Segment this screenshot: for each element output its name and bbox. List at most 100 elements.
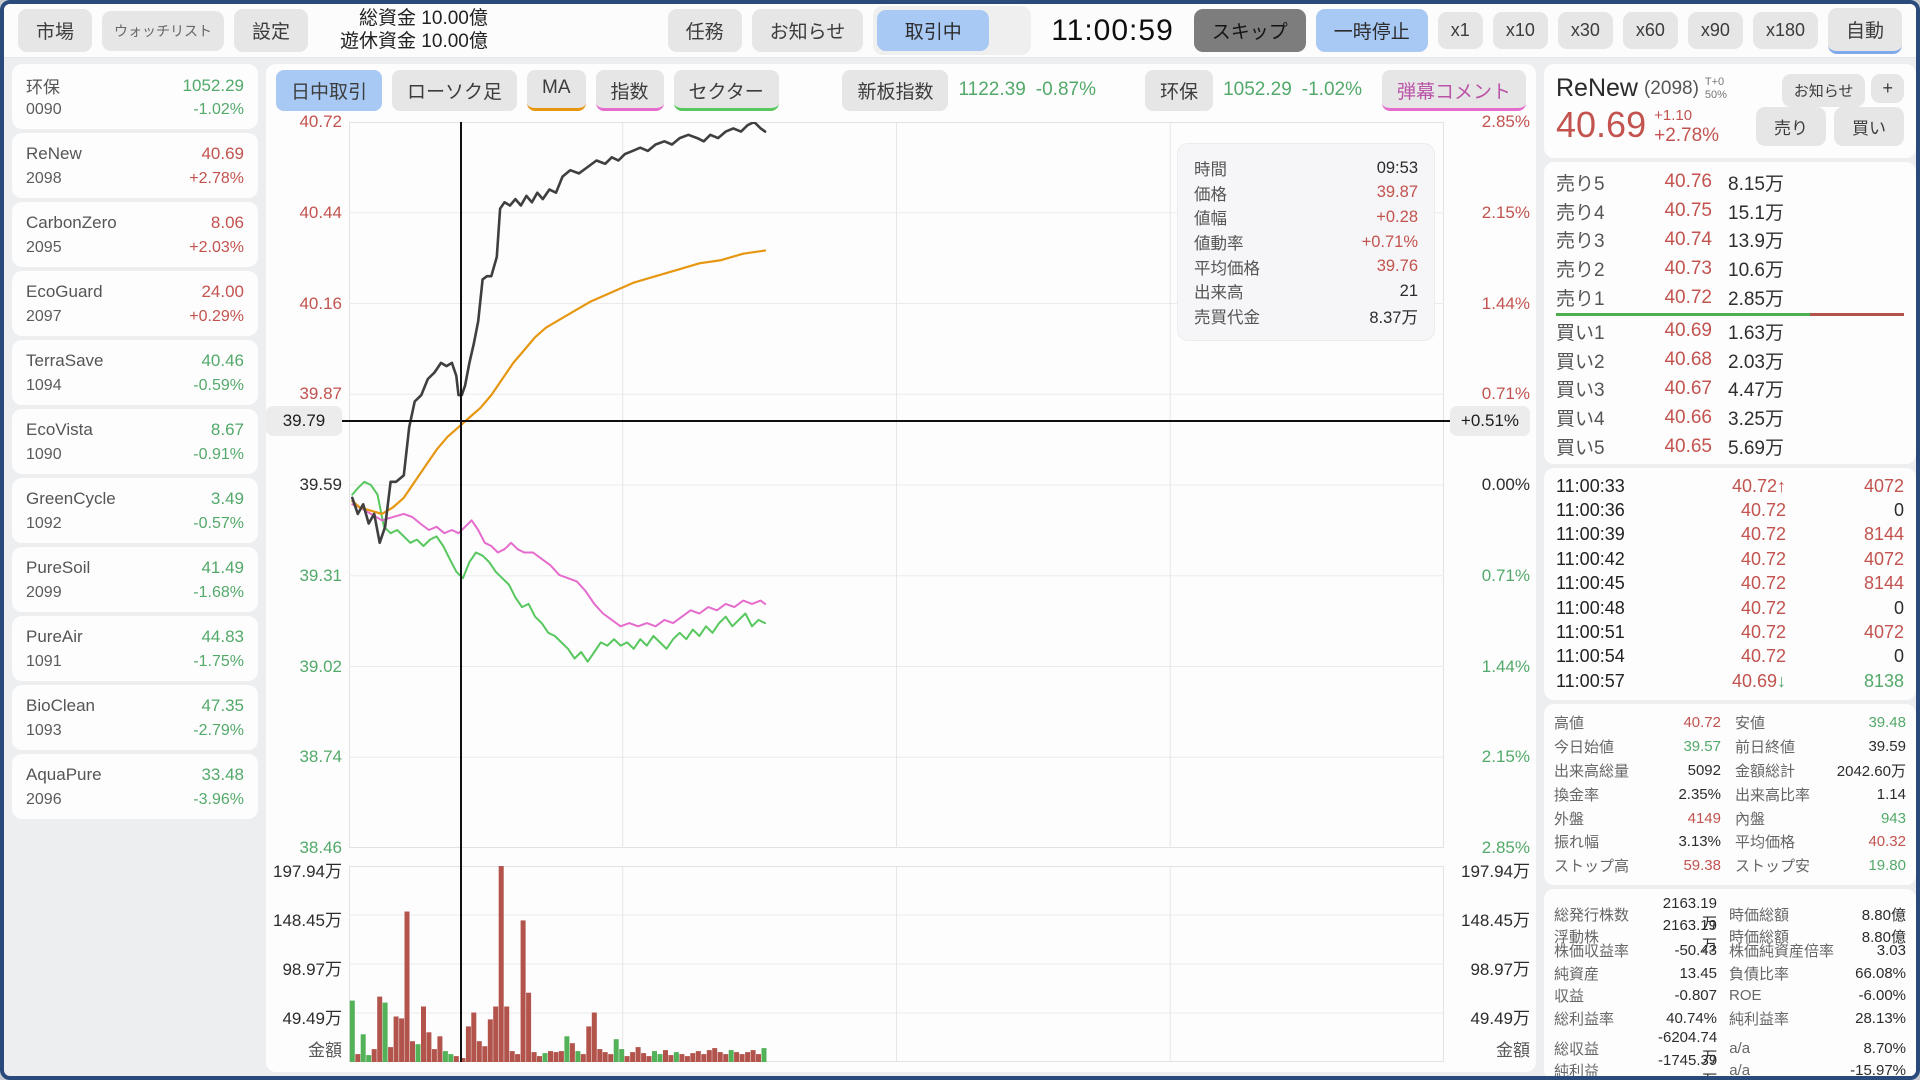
- percent-axis-tick: 0.71%: [1481, 384, 1530, 404]
- tick-row-11:00:57[interactable]: 11:00:57 40.69↓ 8138: [1556, 669, 1904, 693]
- stat-value: 3.03: [1876, 942, 1906, 960]
- watchlist-item-0090[interactable]: 环保 1052.29 0090 -1.02%: [12, 64, 258, 129]
- average-price-line: [351, 249, 767, 515]
- speed-button-x1[interactable]: x1: [1437, 12, 1483, 49]
- watchlist-item-2095[interactable]: CarbonZero 8.06 2095 +2.03%: [12, 202, 258, 267]
- tick-row-11:00:42[interactable]: 11:00:42 40.72 4072: [1556, 547, 1904, 571]
- price-axis-tick: 40.16: [299, 293, 342, 313]
- watchlist-item-name: GreenCycle: [26, 489, 116, 509]
- tick-row-11:00:39[interactable]: 11:00:39 40.72 8144: [1556, 523, 1904, 547]
- watchlist-item-name: EcoVista: [26, 420, 93, 440]
- pause-button[interactable]: 一時停止: [1315, 9, 1428, 52]
- total-funds: 総資金 10.00億: [359, 7, 488, 29]
- chart-panel: 日中取引 ローソク足 MA 指数 セクター 新板指数 1122.39 -0.87% 环保…: [266, 64, 1536, 1072]
- watchlist-item-1094[interactable]: TerraSave 40.46 1094 -0.59%: [12, 340, 258, 405]
- volume-bar: [756, 1054, 761, 1062]
- trading-status-badge[interactable]: 取引中: [877, 10, 990, 51]
- speed-button-x180[interactable]: x180: [1752, 12, 1818, 49]
- watchlist-button[interactable]: ウォッチリスト: [102, 10, 225, 51]
- auto-speed-button[interactable]: 自動: [1827, 7, 1902, 54]
- tooltip-row-値動率: 値動率 +0.71%: [1194, 230, 1418, 255]
- sector-line: [351, 480, 767, 663]
- stock-header-card: ReNew (2098) T+0 50% お知らせ + 40.69 +1.10 …: [1544, 64, 1916, 158]
- watchlist-item-1092[interactable]: GreenCycle 3.49 1092 -0.57%: [12, 478, 258, 543]
- danmaku-comment-button[interactable]: 弾幕コメント: [1381, 69, 1526, 111]
- index2-button[interactable]: 环保: [1145, 69, 1214, 111]
- tick-row-11:00:36[interactable]: 11:00:36 40.72 0: [1556, 498, 1904, 522]
- index1-button[interactable]: 新板指数: [842, 69, 949, 111]
- watchlist-item-2097[interactable]: EcoGuard 24.00 2097 +0.29%: [12, 271, 258, 336]
- volume-bar: [564, 1036, 570, 1062]
- orderbook-row-売り3[interactable]: 売り3 40.74 13.9万: [1556, 226, 1904, 255]
- tasks-button[interactable]: 任務: [667, 9, 742, 52]
- watchlist-item-code: 0090: [26, 101, 62, 118]
- chart-tab-MA[interactable]: MA: [527, 69, 586, 111]
- tick-row-11:00:45[interactable]: 11:00:45 40.72 8144: [1556, 572, 1904, 596]
- volume-bar: [426, 1032, 432, 1062]
- tick-time: 11:00:57: [1556, 670, 1625, 691]
- watchlist-item-2098[interactable]: ReNew 40.69 2098 +2.78%: [12, 133, 258, 198]
- tick-row-11:00:54[interactable]: 11:00:54 40.72 0: [1556, 645, 1904, 669]
- tick-row-11:00:51[interactable]: 11:00:51 40.72 4072: [1556, 620, 1904, 644]
- add-stock-button[interactable]: +: [1871, 74, 1904, 103]
- tick-direction-arrow: ↓: [1777, 670, 1786, 691]
- speed-button-x10[interactable]: x10: [1492, 12, 1548, 49]
- crosshair-horizontal-line[interactable]: [342, 420, 1450, 422]
- trading-status-toggle[interactable]: 取引中: [873, 6, 1032, 55]
- speed-button-x30[interactable]: x30: [1557, 12, 1613, 49]
- watchlist-item-1091[interactable]: PureAir 44.83 1091 -1.75%: [12, 616, 258, 681]
- market-button[interactable]: 市場: [18, 9, 93, 52]
- chart-tab-指数[interactable]: 指数: [595, 69, 664, 111]
- watchlist-item-1090[interactable]: EcoVista 8.67 1090 -0.91%: [12, 409, 258, 474]
- stat-label: 時価総額: [1729, 928, 1790, 946]
- orderbook-row-買い4[interactable]: 買い4 40.66 3.25万: [1556, 403, 1904, 432]
- orderbook-row-買い5[interactable]: 買い5 40.65 5.69万: [1556, 432, 1904, 461]
- tick-price: 40.69↓: [1648, 671, 1786, 692]
- bid-ratio-bar: [1556, 312, 1811, 316]
- bid-level-label: 買い1: [1556, 322, 1605, 344]
- speed-button-x60[interactable]: x60: [1622, 12, 1678, 49]
- orderbook-row-買い1[interactable]: 買い1 40.69 1.63万: [1556, 317, 1904, 346]
- settings-button[interactable]: 設定: [234, 9, 309, 52]
- volume-chart[interactable]: [349, 866, 1444, 1062]
- volume-bar: [575, 1051, 581, 1062]
- watchlist-item-name: EcoGuard: [26, 282, 103, 302]
- notice-button[interactable]: お知らせ: [751, 9, 864, 52]
- tick-row-11:00:48[interactable]: 11:00:48 40.72 0: [1556, 596, 1904, 620]
- last-price: 40.69: [1556, 104, 1647, 145]
- stock-notice-button[interactable]: お知らせ: [1781, 74, 1866, 107]
- price-chart[interactable]: [349, 122, 1444, 848]
- orderbook-row-買い3[interactable]: 買い3 40.67 4.47万: [1556, 375, 1904, 404]
- stat-label: 出来高総量: [1554, 762, 1630, 780]
- orderbook-row-買い2[interactable]: 買い2 40.68 2.03万: [1556, 346, 1904, 375]
- sell-button[interactable]: 売り: [1756, 107, 1826, 146]
- orderbook-row-売り2[interactable]: 売り2 40.73 10.6万: [1556, 254, 1904, 283]
- percent-axis-tick: 2.15%: [1481, 202, 1530, 222]
- tick-price: 40.72: [1648, 524, 1786, 545]
- bid-quantity: 4.47万: [1728, 380, 1784, 402]
- volume-axis-tick: 148.45万: [273, 911, 342, 930]
- watchlist-item-1093[interactable]: BioClean 47.35 1093 -2.79%: [12, 685, 258, 750]
- bid-price: 40.68: [1664, 349, 1712, 371]
- chart-tab-ローソク足[interactable]: ローソク足: [392, 69, 518, 111]
- stock-code: (2098): [1643, 78, 1699, 99]
- tick-quantity: 8144: [1863, 573, 1904, 594]
- watchlist-item-2096[interactable]: AquaPure 33.48 2096 -3.96%: [12, 754, 258, 819]
- price-axis-tick: 39.59: [299, 475, 342, 494]
- skip-button[interactable]: スキップ: [1193, 9, 1306, 52]
- crosshair-vertical-line[interactable]: [460, 122, 462, 1062]
- tick-row-11:00:33[interactable]: 11:00:33 40.72↑ 4072: [1556, 474, 1904, 498]
- speed-button-x90[interactable]: x90: [1687, 12, 1743, 49]
- tooltip-value: 39.87: [1376, 183, 1418, 202]
- orderbook-row-売り5[interactable]: 売り5 40.76 8.15万: [1556, 168, 1904, 197]
- orderbook-row-売り1[interactable]: 売り1 40.72 2.85万: [1556, 283, 1904, 312]
- orderbook-row-売り4[interactable]: 売り4 40.75 15.1万: [1556, 197, 1904, 226]
- chart-tab-セクター[interactable]: セクター: [673, 69, 779, 111]
- index2-value: 1052.29: [1223, 79, 1292, 100]
- chart-tab-日中取引[interactable]: 日中取引: [276, 69, 383, 111]
- buy-button[interactable]: 買い: [1834, 107, 1904, 146]
- watchlist-item-2099[interactable]: PureSoil 41.49 2099 -1.68%: [12, 547, 258, 612]
- volume-bar: [602, 1052, 608, 1062]
- speed-buttons: x1 x10 x30 x60 x90 x180: [1437, 12, 1818, 49]
